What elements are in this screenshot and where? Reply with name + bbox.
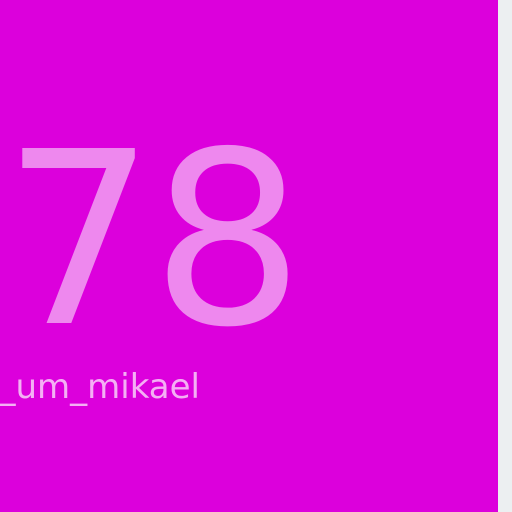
- right-edge-panel: [498, 0, 512, 512]
- username-label: _um_mikael: [0, 367, 200, 407]
- big-number: 678: [0, 100, 304, 380]
- stat-card: 678 _um_mikael: [0, 0, 498, 512]
